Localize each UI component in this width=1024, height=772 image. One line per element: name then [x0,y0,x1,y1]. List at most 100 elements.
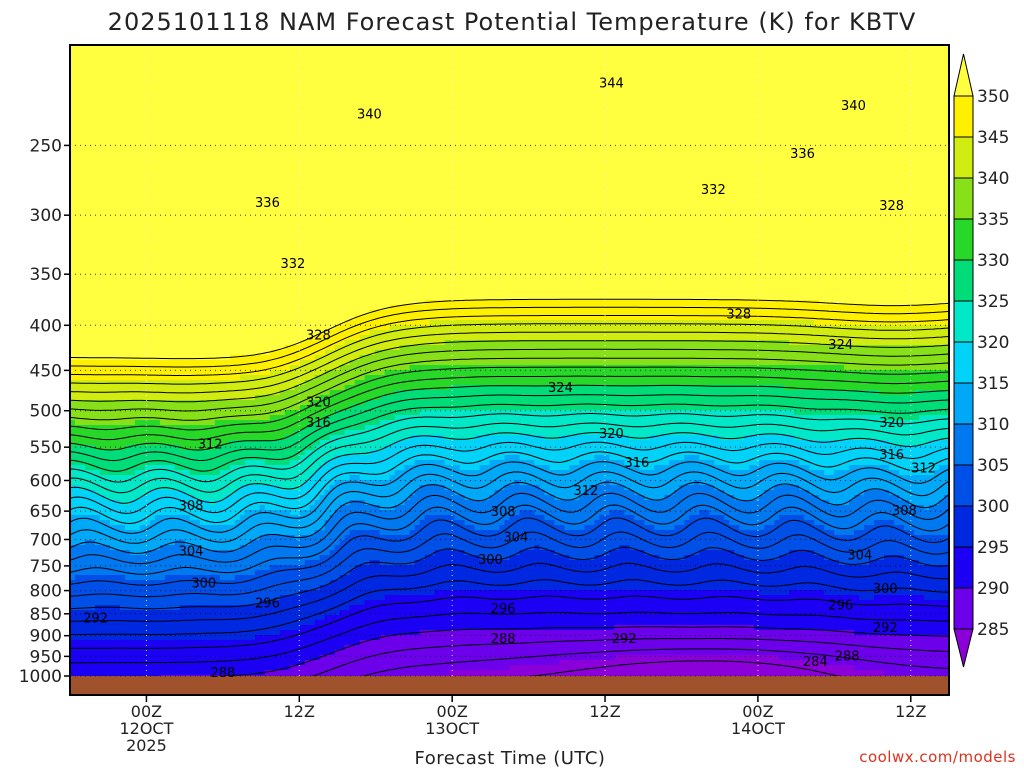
contour-label-text: 336 [790,147,815,162]
contour-label-text: 320 [599,427,624,442]
contour-label-text: 340 [357,107,382,122]
y-tick-label: 800 [30,582,62,602]
contour-label: 296 [489,599,517,617]
contour-label: 316 [878,445,906,463]
contour-label: 340 [839,96,867,114]
contour-label-text: 304 [179,544,204,559]
colorbar-high-arrow [954,54,973,96]
contour-label: 336 [253,193,281,211]
contour-label-text: 328 [879,199,904,214]
colorbar-segment [954,178,973,219]
contour-label-text: 312 [198,438,223,453]
contour-label-text: 296 [828,599,853,614]
contour-label: 292 [871,618,899,636]
contour-label-text: 308 [179,499,204,514]
contour-label-text: 332 [281,257,306,272]
contour-label: 308 [489,502,517,520]
contour-label-text: 288 [835,650,860,665]
contour-label: 324 [546,378,574,396]
y-tick-label: 300 [30,206,62,226]
colorbar-segment [954,219,973,260]
contour-label: 296 [253,593,281,611]
colorbar-label: 325 [977,292,1009,312]
contour-label-text: 288 [491,632,516,647]
contour-label-text: 324 [828,338,853,353]
colorbar-segment [954,137,973,178]
contour-label: 296 [827,596,855,614]
contour-label-text: 296 [255,596,280,611]
contour-label: 300 [476,550,504,568]
colorbar-segment [954,588,973,629]
y-tick-label: 850 [30,605,62,625]
y-tick-label: 250 [30,136,62,156]
contour-label: 344 [597,73,625,91]
y-tick-label: 350 [30,265,62,285]
contour-label-text: 304 [503,531,528,546]
colorbar-label: 345 [977,128,1009,148]
x-tick-label: 12Z [284,702,315,721]
contour-label: 336 [789,144,817,162]
x-tick-label: 12Z [589,702,620,721]
contour-label: 312 [196,435,224,453]
x-tick-label: 12Z [895,702,926,721]
contour-label: 316 [304,413,332,431]
contour-label: 288 [833,647,861,665]
colorbar-label: 290 [977,579,1009,599]
plot-area: 3443403403363363323323283283283243243203… [70,45,1024,696]
y-tick-label: 400 [30,316,62,336]
contour-label-text: 304 [847,548,872,563]
ground-layer [70,676,949,695]
contour-label: 304 [177,541,205,559]
contour-label-text: 328 [306,329,331,344]
y-tick-label: 650 [30,502,62,522]
contour-label-text: 316 [624,456,649,471]
contour-label-text: 300 [478,553,503,568]
contour-label: 316 [623,453,651,471]
contour-label-text: 296 [491,602,516,617]
colorbar-low-arrow [954,629,973,667]
contour-label: 320 [597,424,625,442]
colorbar-label: 320 [977,333,1009,353]
y-tick-label: 500 [30,402,62,422]
contour-label-text: 292 [873,621,898,636]
contour-label: 312 [910,459,938,477]
contour-label-text: 320 [879,416,904,431]
contour-label-text: 316 [879,448,904,463]
colorbar-label: 330 [977,251,1009,271]
contour-label: 312 [572,481,600,499]
contour-label-text: 308 [892,504,917,519]
chart-title: 2025101118 NAM Forecast Potential Temper… [108,8,917,36]
contour-label: 300 [871,579,899,597]
contour-label: 328 [304,326,332,344]
contour-label-text: 312 [574,484,599,499]
contour-label-text: 292 [612,632,637,647]
contour-label-text: 336 [255,196,280,211]
contour-label: 332 [699,180,727,198]
contour-label: 292 [610,629,638,647]
colorbar-segment [954,342,973,383]
contour-label: 292 [81,608,109,626]
credit-text: coolwx.com/models [859,748,1016,766]
contour-label-text: 316 [306,416,331,431]
contour-label-text: 324 [548,381,573,396]
y-tick-label: 600 [30,471,62,491]
contour-label: 332 [279,254,307,272]
contour-label: 304 [846,545,874,563]
colorbar-segment [954,547,973,588]
colorbar-segment [954,506,973,547]
contour-label: 328 [878,196,906,214]
contour-label-text: 332 [701,183,726,198]
colorbar-label: 295 [977,538,1009,558]
colorbar-segment [954,96,973,137]
colorbar-label: 350 [977,87,1009,107]
colorbar-label: 315 [977,374,1009,394]
pressure-axis: 2503003504004505005506006507007508008509… [19,136,70,687]
y-tick-label: 1000 [19,667,62,687]
x-tick-label: 2025 [126,736,167,755]
contour-label: 324 [827,335,855,353]
contour-label: 328 [725,305,753,323]
contour-label: 308 [177,496,205,514]
contour-label: 308 [890,501,918,519]
